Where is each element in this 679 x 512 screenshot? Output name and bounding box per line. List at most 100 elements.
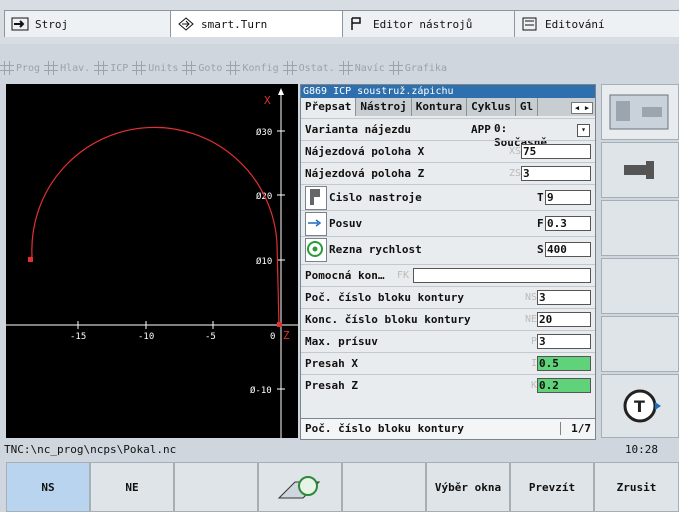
form-row-app: Varianta nájezdu APP 0: Současně ▾ xyxy=(301,118,595,141)
program-path: TNC:\nc_prog\ncps\Pokal.nc xyxy=(0,441,600,459)
softkey-label: Ostat. xyxy=(299,63,335,74)
grid-icon xyxy=(44,61,58,75)
softkey-empty-5[interactable] xyxy=(342,462,426,512)
scroll-right-icon[interactable]: ▶ xyxy=(582,103,592,113)
softkey-vyber-okna[interactable]: Výběr okna xyxy=(426,462,510,512)
approach-variant-select[interactable]: 0: Současně xyxy=(493,122,563,137)
feed-input[interactable]: 0.3 xyxy=(545,216,591,231)
softkey-ns[interactable]: NS xyxy=(6,462,90,512)
chevron-down-icon[interactable]: ▾ xyxy=(577,124,590,137)
tool-table-icon: T xyxy=(602,375,678,437)
end-point-marker xyxy=(277,322,282,327)
machine-graphic-icon xyxy=(602,85,678,139)
vertical-softkey-4[interactable] xyxy=(601,258,679,314)
softkey-hlav[interactable]: Hlav. xyxy=(44,61,90,75)
softkey-label: Hlav. xyxy=(60,63,90,74)
vertical-softkey-1[interactable] xyxy=(601,84,679,140)
tab-bar: Stroj smart.Turn Editor nástrojů Editová… xyxy=(0,0,679,44)
softkey-icp[interactable]: ICP xyxy=(94,61,128,75)
end-block-input[interactable]: 20 xyxy=(537,312,591,327)
vertical-softkey-3[interactable] xyxy=(601,200,679,256)
svg-text:T: T xyxy=(634,397,645,416)
tab-label: Stroj xyxy=(35,18,68,31)
tab-editovani[interactable]: Editování xyxy=(514,10,679,37)
softkey-zoom[interactable] xyxy=(258,462,342,512)
oversize-x-input[interactable]: 0.5 xyxy=(537,356,591,371)
form-row-p: Max. prísuv P 3 xyxy=(301,330,595,353)
contour-graphic-window[interactable]: X Z Ø30 Ø20 Ø10 Ø-10 -15 -10 -5 0 xyxy=(6,84,298,438)
form-tab-cyklus[interactable]: Cyklus xyxy=(467,98,516,116)
field-label: Nájezdová poloha X xyxy=(305,145,424,158)
start-block-input[interactable]: 3 xyxy=(537,290,591,305)
softkey-navic[interactable]: Navíc xyxy=(339,61,385,75)
approach-x-input[interactable]: 75 xyxy=(521,144,591,159)
scroll-left-icon[interactable]: ◀ xyxy=(572,103,582,113)
softkey-konfig[interactable]: Konfig xyxy=(226,61,278,75)
auxiliary-contour-input[interactable] xyxy=(413,268,591,283)
vertical-softkey-6[interactable]: T xyxy=(601,374,679,438)
softkey-goto[interactable]: Goto xyxy=(182,61,222,75)
form-tab-kontura[interactable]: Kontura xyxy=(412,98,467,116)
approach-z-input[interactable]: 3 xyxy=(521,166,591,181)
form-row-feed: Posuv F 0.3 xyxy=(301,210,595,237)
max-infeed-input[interactable]: 3 xyxy=(537,334,591,349)
oversize-z-input[interactable]: 0.2 xyxy=(537,378,591,393)
softkey-ostat[interactable]: Ostat. xyxy=(283,61,335,75)
softkey-ne[interactable]: NE xyxy=(90,462,174,512)
y-tick-label: Ø10 xyxy=(256,256,272,267)
field-label: Nájezdová poloha Z xyxy=(305,167,424,180)
axis-arrow-icon xyxy=(278,88,284,95)
grid-icon xyxy=(283,61,297,75)
grid-icon xyxy=(0,61,14,75)
grid-icon xyxy=(182,61,196,75)
tool-icon xyxy=(349,17,367,31)
x-tick-label: -10 xyxy=(138,332,154,342)
form-tab-nastroj[interactable]: Nástroj xyxy=(356,98,411,116)
softkey-label: Goto xyxy=(198,63,222,74)
tab-label: Editování xyxy=(545,18,605,31)
softkey-label: Konfig xyxy=(242,63,278,74)
arrow-right-icon xyxy=(11,17,29,31)
softkey-grafika[interactable]: Grafika xyxy=(389,61,447,75)
field-label: Pomocná kon… xyxy=(305,269,384,282)
document-icon xyxy=(521,17,539,31)
tab-stroj[interactable]: Stroj xyxy=(4,10,174,37)
field-var: FK xyxy=(397,270,413,281)
x-tick-label: 0 xyxy=(270,332,275,342)
form-row-i: Presah X I 0.5 xyxy=(301,352,595,375)
field-label: Posuv xyxy=(329,217,362,230)
cutting-speed-icon xyxy=(305,238,327,262)
field-label: Rezna rychlost xyxy=(329,243,422,256)
vertical-softkey-2[interactable] xyxy=(601,142,679,198)
cutting-speed-input[interactable]: 400 xyxy=(545,242,591,257)
softkey-prog[interactable]: Prog xyxy=(0,61,40,75)
vertical-softkey-5[interactable] xyxy=(601,316,679,372)
grid-icon xyxy=(94,61,108,75)
field-label: Cislo nastroje xyxy=(329,191,422,204)
zoom-graphic-icon xyxy=(275,470,325,504)
field-var: NE xyxy=(523,314,537,325)
field-var: P xyxy=(523,336,537,347)
y-tick-label: Ø-10 xyxy=(250,385,272,396)
form-row-fk: Pomocná kon… FK xyxy=(301,264,595,287)
field-label: Max. prísuv xyxy=(305,335,378,348)
tool-number-input[interactable]: 9 xyxy=(545,190,591,205)
y-tick-label: Ø20 xyxy=(256,191,272,202)
tab-editor-nastroju[interactable]: Editor nástrojů xyxy=(342,10,518,37)
form-tab-gl[interactable]: Gl xyxy=(516,98,538,116)
z-axis-label: Z xyxy=(283,329,290,342)
tab-scroll-buttons[interactable]: ◀ ▶ xyxy=(571,102,593,114)
grid-icon xyxy=(226,61,240,75)
softkey-empty-3[interactable] xyxy=(174,462,258,512)
status-text: Poč. číslo bloku kontury xyxy=(305,422,464,435)
softkey-zrusit[interactable]: Zrusit xyxy=(594,462,679,512)
tab-smart-turn[interactable]: smart.Turn xyxy=(170,10,346,37)
softkey-label: ICP xyxy=(110,63,128,74)
form-tab-prepsat[interactable]: Přepsat xyxy=(301,98,356,116)
page-indicator: 1/7 xyxy=(560,422,591,435)
softkey-units[interactable]: Units xyxy=(132,61,178,75)
softkey-prevzit[interactable]: Prevzít xyxy=(510,462,594,512)
contour-graphic: X Z Ø30 Ø20 Ø10 Ø-10 -15 -10 -5 0 xyxy=(6,84,298,438)
contour-path xyxy=(30,127,279,325)
x-axis-label: X xyxy=(264,94,271,107)
